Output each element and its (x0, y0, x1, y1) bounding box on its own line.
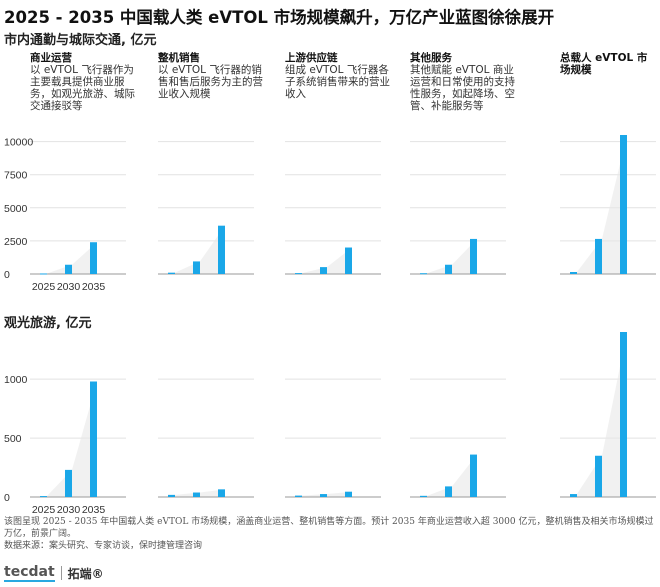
bar (218, 489, 225, 497)
series-1 (30, 381, 126, 498)
trend-area (570, 135, 627, 274)
column-header-other-services: 其他服务 其他赋能 eVTOL 商业运营和日常使用的支持性服务，如起降场、空管、… (410, 52, 516, 112)
y-tick-label: 5000 (4, 203, 28, 215)
column-description: 以 eVTOL 飞行器作为主要载具提供商业服务，如观光旅游、城际交通接驳等 (30, 64, 135, 112)
trend-area (40, 381, 97, 497)
y-tick-label: 10000 (4, 137, 33, 149)
bar (445, 264, 452, 274)
series-4 (410, 454, 506, 498)
bar (295, 495, 302, 497)
x-tick-label: 2035 (82, 281, 106, 293)
bar (470, 238, 477, 274)
y-tick-label: 7500 (4, 170, 28, 182)
x-tick-label: 2030 (57, 504, 81, 516)
series-2 (158, 489, 254, 498)
column-title: 商业运营 (30, 52, 72, 64)
column-title: 上游供应链 (285, 52, 338, 64)
brand: tecdat 拓端® (4, 562, 104, 584)
bar (570, 494, 577, 497)
panel-1-title: 市内通勤与城际交通, 亿元 (4, 33, 157, 48)
series-4 (410, 238, 506, 275)
x-tick-label: 2035 (82, 504, 106, 516)
bar (345, 491, 352, 497)
series-2 (158, 225, 254, 275)
trend-area (40, 242, 97, 274)
column-description: 以 eVTOL 飞行器的销售和售后服务为主的营业收入规模 (158, 64, 263, 100)
trend-area (420, 238, 477, 274)
bar (620, 332, 627, 497)
bar (420, 495, 427, 497)
panel-2-title: 观光旅游, 亿元 (4, 316, 92, 331)
y-tick-label: 500 (4, 433, 22, 445)
bar (193, 261, 200, 274)
series-3 (285, 491, 381, 498)
trend-area (168, 225, 225, 274)
x-tick-label: 2030 (57, 281, 81, 293)
trend-area (420, 454, 477, 497)
bar (620, 135, 627, 274)
bar (65, 469, 72, 497)
column-header-commercial-operation: 商业运营 以 eVTOL 飞行器作为主要载具提供商业服务，如观光旅游、城际交通接… (30, 52, 136, 112)
brand-divider (60, 566, 62, 580)
series-5 (560, 135, 656, 275)
panel-1: 0 2500 5000 7500 10000 2025 2030 2035 (4, 135, 656, 293)
column-header-aircraft-sales: 整机销售 以 eVTOL 飞行器的销售和售后服务为主的营业收入规模 (158, 52, 264, 100)
bar (445, 486, 452, 497)
tecdat-logo: tecdat (4, 564, 55, 582)
y-tick-label: 2500 (4, 236, 28, 248)
column-description: 其他赋能 eVTOL 商业运营和日常使用的支持性服务，如起降场、空管、补能服务等 (410, 64, 515, 112)
x-tick-label: 2025 (32, 281, 56, 293)
bar (595, 238, 602, 274)
footnote-description: 该图呈现 2025 - 2035 年中国载人类 eVTOL 市场规模，涵盖商业运… (4, 517, 654, 539)
column-title: 整机销售 (158, 52, 200, 64)
bar (40, 496, 47, 498)
bar (295, 273, 302, 275)
bar (320, 267, 327, 274)
footnote-source: 数据来源：案头研究、专家访谈，保时捷管理咨询 (4, 541, 203, 551)
bar (345, 247, 352, 274)
y-tick-label: 0 (4, 492, 10, 504)
brand-name: 拓端® (67, 566, 104, 581)
bar (65, 264, 72, 274)
trend-area (570, 332, 627, 497)
bar (40, 273, 47, 275)
bar (218, 225, 225, 274)
bar (570, 272, 577, 274)
bar (420, 273, 427, 275)
bar (193, 492, 200, 497)
column-header-total-market: 总载人 eVTOL 市场规模 (560, 52, 656, 76)
bar (90, 242, 97, 274)
bar (168, 272, 175, 274)
series-5 (560, 332, 656, 498)
x-tick-label: 2025 (32, 504, 56, 516)
column-title: 其他服务 (410, 52, 452, 64)
column-title: 总载人 eVTOL 市场规模 (560, 52, 648, 76)
series-1 (30, 242, 126, 275)
bar (470, 454, 477, 497)
chart-title: 2025 - 2035 中国载人类 eVTOL 市场规模飙升，万亿产业蓝图徐徐展… (4, 8, 555, 27)
trend-area (295, 247, 352, 274)
footnote: 该图呈现 2025 - 2035 年中国载人类 eVTOL 市场规模，涵盖商业运… (4, 516, 654, 552)
y-tick-label: 1000 (4, 374, 28, 386)
series-3 (285, 247, 381, 275)
bar (90, 381, 97, 497)
bar (595, 455, 602, 497)
panel-2: 0 500 1000 2025 2030 2035 (4, 332, 656, 516)
bar (320, 494, 327, 497)
column-header-upstream-supply-chain: 上游供应链 组成 eVTOL 飞行器各子系统销售带来的营业收入 (285, 52, 391, 100)
bar (168, 494, 175, 497)
y-tick-label: 0 (4, 269, 10, 281)
column-description: 组成 eVTOL 飞行器各子系统销售带来的营业收入 (285, 64, 390, 100)
